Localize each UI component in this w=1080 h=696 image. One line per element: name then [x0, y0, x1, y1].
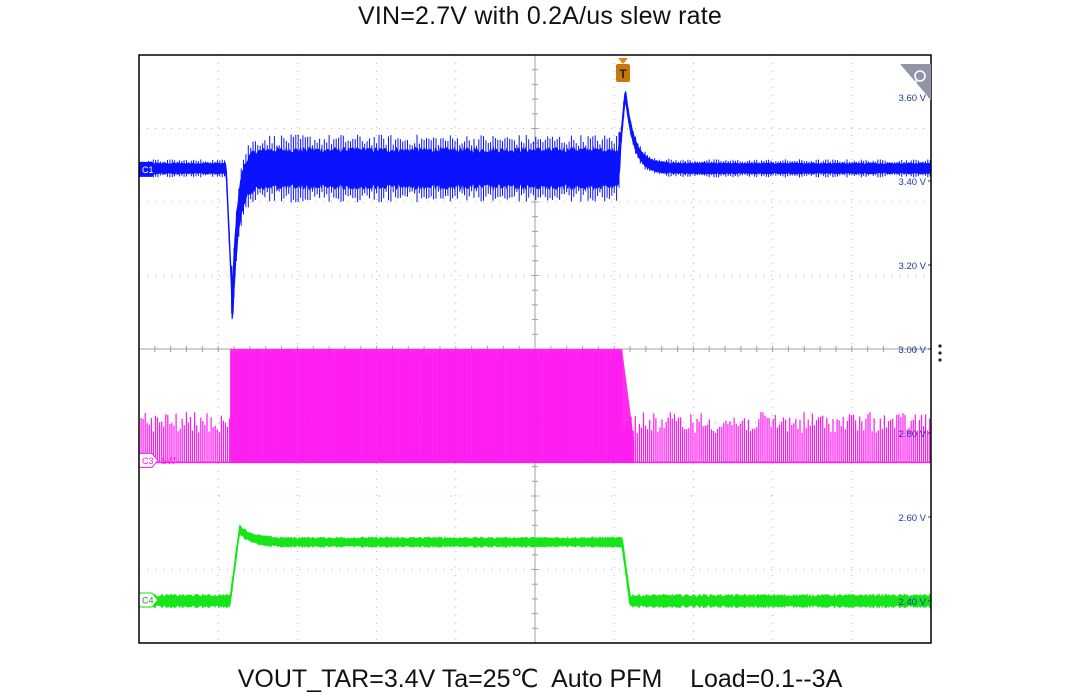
channel-id: C4: [142, 596, 154, 606]
chart-title: VIN=2.7V with 0.2A/us slew rate: [357, 2, 722, 30]
channel-marker-c4[interactable]: C4 IL: [138, 592, 169, 608]
reference-level-arrow-icon[interactable]: [918, 163, 932, 173]
trigger-label: T: [619, 67, 627, 81]
channel-label: VOUT: [161, 165, 187, 175]
trigger-marker[interactable]: T: [616, 58, 630, 82]
trigger-box: [616, 64, 630, 82]
channel-id: C1: [142, 165, 154, 175]
plot-frame: [138, 54, 932, 644]
channel-id: C3: [142, 456, 154, 466]
channel-label: IL: [161, 596, 169, 606]
trigger-arrow-icon: [618, 58, 628, 64]
channel-marker-c1[interactable]: C1 VOUT: [138, 161, 187, 177]
y-tick-label: 2.80 V: [899, 429, 927, 440]
channel-label: SW: [161, 456, 176, 466]
y-tick-label: 2.60 V: [899, 513, 927, 524]
y-tick-label: 3.60 V: [899, 93, 927, 104]
magnifier-icon[interactable]: [900, 64, 931, 100]
y-tick-label: 3.40 V: [899, 177, 927, 188]
y-tick-label: 3.20 V: [899, 261, 927, 272]
chart-caption: VOUT_TAR=3.4V Ta=25℃ Auto PFM Load=0.1--…: [237, 665, 843, 693]
y-tick-label: 3.00 V: [899, 345, 927, 356]
more-options-icon[interactable]: [938, 344, 942, 362]
sw-heavy-load-band: [230, 349, 635, 463]
channel-markers: C1 VOUT C3 SW C4 IL: [138, 161, 187, 608]
y-tick-label: 2.40 V: [899, 597, 927, 608]
